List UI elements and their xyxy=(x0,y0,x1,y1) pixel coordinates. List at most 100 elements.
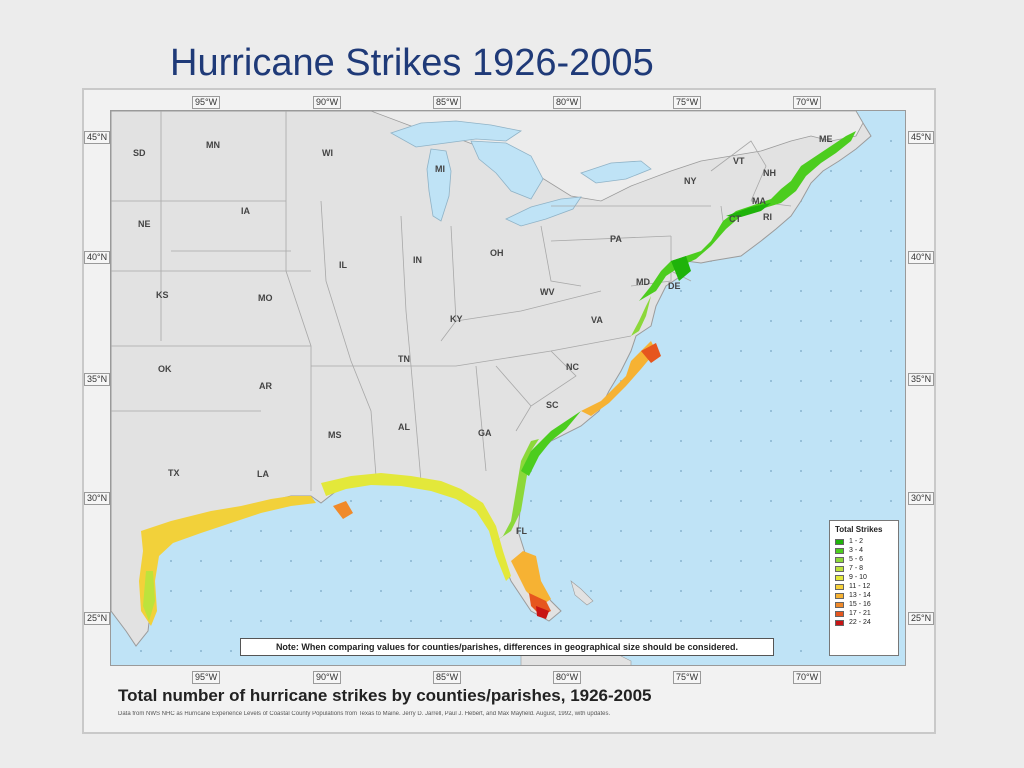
graticule-dot xyxy=(740,320,742,322)
state-label-wi: WI xyxy=(322,148,333,158)
graticule-dot xyxy=(650,620,652,622)
graticule-dot xyxy=(890,440,892,442)
graticule-dot xyxy=(380,590,382,592)
graticule-dot xyxy=(680,500,682,502)
graticule-dot xyxy=(590,560,592,562)
graticule-dot xyxy=(170,560,172,562)
coastal-strike-bands xyxy=(139,131,856,626)
graticule-dot xyxy=(440,500,442,502)
graticule-dot xyxy=(800,620,802,622)
state-label-il: IL xyxy=(339,260,347,270)
state-label-ms: MS xyxy=(328,430,342,440)
graticule-dot xyxy=(770,380,772,382)
state-label-al: AL xyxy=(398,422,410,432)
graticule-dot xyxy=(830,170,832,172)
graticule-dot xyxy=(290,560,292,562)
graticule-dot xyxy=(770,350,772,352)
graticule-dot xyxy=(470,560,472,562)
graticule-dot xyxy=(560,560,562,562)
graticule-dot xyxy=(350,530,352,532)
graticule-dot xyxy=(170,650,172,652)
graticule-dot xyxy=(830,440,832,442)
graticule-dot xyxy=(770,290,772,292)
graticule-dot xyxy=(380,500,382,502)
state-label-ky: KY xyxy=(450,314,463,324)
graticule-dot xyxy=(140,650,142,652)
slide-title: Hurricane Strikes 1926-2005 xyxy=(170,42,654,84)
lake-superior xyxy=(390,120,523,148)
graticule-dot xyxy=(800,320,802,322)
graticule-dot xyxy=(830,320,832,322)
lon-label-80w-bottom: 80°W xyxy=(553,671,582,684)
graticule-dot xyxy=(380,620,382,622)
graticule-dot xyxy=(440,620,442,622)
legend-entry-label: 15 - 16 xyxy=(849,601,871,608)
graticule-dot xyxy=(800,500,802,502)
graticule-dot xyxy=(650,560,652,562)
graticule-dot xyxy=(230,530,232,532)
graticule-dot xyxy=(410,620,412,622)
graticule-dot xyxy=(890,410,892,412)
legend-entry-label: 3 - 4 xyxy=(849,547,864,554)
lon-label-70w-bottom: 70°W xyxy=(793,671,822,684)
graticule-dot xyxy=(800,290,802,292)
state-label-va: VA xyxy=(591,315,603,325)
state-label-mi: MI xyxy=(435,164,445,174)
graticule-dot xyxy=(770,620,772,622)
graticule-dot xyxy=(890,290,892,292)
state-label-sd: SD xyxy=(133,148,146,158)
legend-entry: 11 - 12 xyxy=(835,582,893,591)
graticule-dot xyxy=(560,590,562,592)
graticule-dot xyxy=(710,590,712,592)
graticule-dot xyxy=(260,530,262,532)
graticule-dot xyxy=(770,410,772,412)
state-label-mo: MO xyxy=(258,293,273,303)
state-label-de: DE xyxy=(668,281,681,291)
legend-entry-label: 7 - 8 xyxy=(849,565,864,572)
graticule-dot xyxy=(680,350,682,352)
graticule-dot xyxy=(770,470,772,472)
graticule-dot xyxy=(710,440,712,442)
legend-swatch xyxy=(835,556,844,563)
bahamas xyxy=(570,580,594,606)
graticule-dot xyxy=(380,530,382,532)
graticule-dot xyxy=(860,410,862,412)
graticule-dot xyxy=(830,350,832,352)
graticule-dot xyxy=(530,620,532,622)
lon-label-70w-top: 70°W xyxy=(793,96,822,109)
state-label-tx: TX xyxy=(168,468,180,478)
graticule-dot xyxy=(890,230,892,232)
graticule-dot xyxy=(290,590,292,592)
state-label-nh: NH xyxy=(763,168,776,178)
lat-label-35n-right: 35°N xyxy=(908,373,935,386)
graticule-dot xyxy=(470,620,472,622)
legend-entry-label: 1 - 2 xyxy=(849,538,864,545)
graticule-dot xyxy=(440,590,442,592)
map-caption: Total number of hurricane strikes by cou… xyxy=(118,686,652,705)
graticule-dot xyxy=(710,290,712,292)
legend-swatch xyxy=(835,547,844,554)
legend-entry: 22 - 24 xyxy=(835,618,893,627)
graticule-dot xyxy=(200,650,202,652)
graticule-dot xyxy=(680,320,682,322)
graticule-dot xyxy=(860,170,862,172)
legend-entry-label: 17 - 21 xyxy=(849,610,871,617)
lat-label-40n-left: 40°N xyxy=(84,251,111,264)
graticule-dot xyxy=(320,590,322,592)
graticule-dot xyxy=(770,500,772,502)
graticule-dot xyxy=(590,530,592,532)
graticule-dot xyxy=(680,620,682,622)
state-label-tn: TN xyxy=(398,354,410,364)
state-label-ri: RI xyxy=(763,212,772,222)
graticule-dot xyxy=(890,500,892,502)
graticule-dot xyxy=(650,470,652,472)
graticule-dot xyxy=(800,230,802,232)
graticule-dot xyxy=(740,590,742,592)
graticule-dot xyxy=(260,620,262,622)
state-label-ny: NY xyxy=(684,176,697,186)
state-borders xyxy=(111,111,792,491)
state-label-vt: VT xyxy=(733,156,745,166)
map-legend: Total Strikes 1 - 2 3 - 4 5 - 6 7 - 8 9 - 10… xyxy=(829,520,899,656)
graticule-dot xyxy=(860,470,862,472)
graticule-dot xyxy=(770,260,772,262)
